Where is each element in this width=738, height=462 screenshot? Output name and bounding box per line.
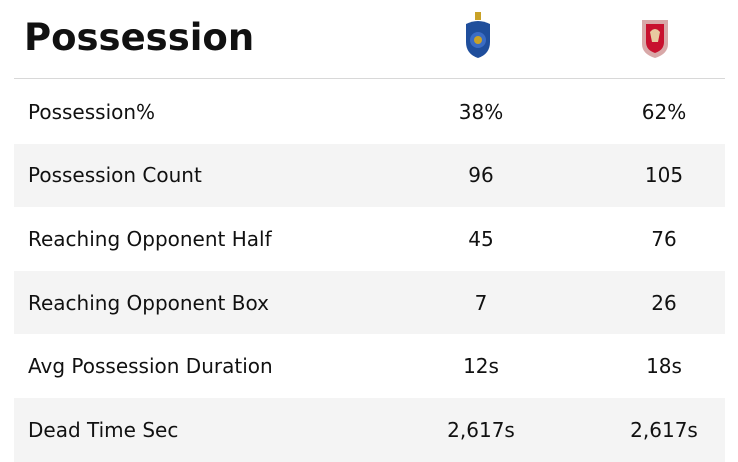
home-value: 45 bbox=[468, 226, 494, 251]
divider bbox=[14, 78, 725, 79]
home-value: 7 bbox=[474, 290, 488, 315]
stat-row: Possession Count 96 105 bbox=[14, 143, 725, 208]
stat-label: Dead Time Sec bbox=[28, 417, 179, 442]
stat-label: Reaching Opponent Half bbox=[28, 226, 272, 251]
away-value: 76 bbox=[651, 226, 677, 251]
away-value: 2,617s bbox=[630, 417, 698, 442]
away-value: 18s bbox=[646, 354, 682, 379]
home-value: 38% bbox=[458, 99, 504, 124]
stats-table: Possession% 38% 62% Possession Count 96 105 Re… bbox=[14, 80, 725, 462]
stat-label: Possession Count bbox=[28, 163, 202, 188]
home-value: 96 bbox=[468, 163, 494, 188]
home-value: 2,617s bbox=[447, 417, 515, 442]
away-value: 105 bbox=[644, 163, 684, 188]
away-value: 26 bbox=[651, 290, 677, 315]
title: Possession bbox=[24, 16, 255, 59]
stat-label: Possession% bbox=[28, 99, 156, 124]
home-value: 12s bbox=[463, 354, 499, 379]
home-crest bbox=[466, 12, 490, 58]
away-crest bbox=[642, 20, 668, 58]
stat-label: Avg Possession Duration bbox=[28, 354, 273, 379]
stat-row: Reaching Opponent Half 45 76 bbox=[14, 207, 725, 271]
stat-label: Reaching Opponent Box bbox=[28, 290, 269, 315]
stat-row: Avg Possession Duration 12s 18s bbox=[14, 334, 725, 398]
stat-row: Dead Time Sec 2,617s 2,617s bbox=[14, 397, 725, 462]
stat-row: Possession% 38% 62% bbox=[14, 80, 725, 144]
away-value: 62% bbox=[641, 99, 687, 124]
stat-row: Reaching Opponent Box 7 26 bbox=[14, 270, 725, 335]
